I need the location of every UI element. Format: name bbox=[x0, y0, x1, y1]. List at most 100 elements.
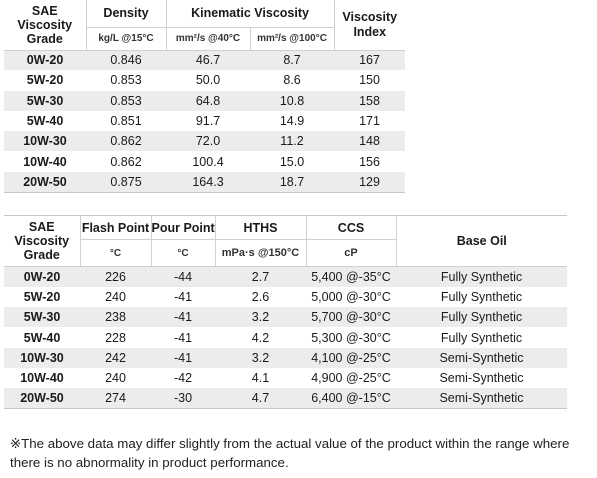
table-row: 10W-30 0.862 72.0 11.2 148 bbox=[4, 131, 406, 152]
cell-hths: 3.2 bbox=[215, 307, 306, 328]
cell-pour: -42 bbox=[151, 367, 215, 389]
cell-base-oil: Fully Synthetic bbox=[396, 307, 567, 328]
cell-kv40: 64.8 bbox=[166, 90, 250, 111]
cell-flash: 242 bbox=[80, 347, 151, 368]
table-row: 5W-20 240 -41 2.6 5,000 @-30°C Fully Syntheti… bbox=[4, 286, 567, 308]
cell-kv100: 14.9 bbox=[250, 110, 335, 132]
cell-pour: -41 bbox=[151, 286, 215, 308]
table-row: 5W-20 0.853 50.0 8.6 150 bbox=[4, 70, 406, 91]
cell-kv40: 72.0 bbox=[166, 131, 250, 152]
cell-kv100: 10.8 bbox=[250, 90, 335, 111]
performance-table-body: 0W-20 226 -44 2.7 5,400 @-35°C Fully Syntheti… bbox=[4, 266, 567, 410]
cell-vi: 129 bbox=[334, 171, 406, 193]
cell-grade: 10W-40 bbox=[4, 151, 86, 172]
cell-flash: 238 bbox=[80, 307, 151, 328]
viscosity-table: SAE Viscosity Grade Density Kinematic Vi… bbox=[4, 0, 406, 193]
header-ccs: CCS bbox=[305, 215, 396, 240]
cell-density: 0.875 bbox=[86, 171, 166, 193]
cell-vi: 167 bbox=[334, 50, 406, 71]
table-row: 10W-40 0.862 100.4 15.0 156 bbox=[4, 151, 406, 172]
cell-base-oil: Semi-Synthetic bbox=[396, 388, 567, 410]
cell-ccs: 5,000 @-30°C bbox=[306, 286, 396, 308]
cell-ccs: 5,700 @-30°C bbox=[306, 307, 396, 328]
cell-hths: 4.7 bbox=[215, 388, 306, 410]
cell-density: 0.853 bbox=[86, 90, 166, 111]
header-viscosity-index: Viscosity Index bbox=[333, 0, 406, 51]
cell-base-oil: Fully Synthetic bbox=[396, 286, 567, 308]
table-row: 0W-20 0.846 46.7 8.7 167 bbox=[4, 50, 406, 71]
cell-grade: 5W-30 bbox=[4, 90, 86, 111]
cell-density: 0.853 bbox=[86, 70, 166, 91]
cell-grade: 10W-30 bbox=[4, 347, 80, 368]
cell-ccs: 4,100 @-25°C bbox=[306, 347, 396, 368]
cell-ccs: 5,400 @-35°C bbox=[306, 266, 396, 287]
cell-hths: 4.2 bbox=[215, 327, 306, 348]
cell-kv100: 11.2 bbox=[250, 131, 335, 152]
cell-kv100: 15.0 bbox=[250, 151, 335, 172]
cell-vi: 171 bbox=[334, 110, 406, 132]
header-base-oil: Base Oil bbox=[395, 215, 567, 267]
header-hths-unit: mPa·s @150°C bbox=[214, 239, 306, 267]
cell-grade: 5W-30 bbox=[4, 307, 80, 328]
table-row: 5W-40 0.851 91.7 14.9 171 bbox=[4, 110, 406, 132]
cell-kv100: 18.7 bbox=[250, 171, 335, 193]
header-kv40-unit: mm²/s @40°C bbox=[165, 27, 250, 51]
cell-flash: 228 bbox=[80, 327, 151, 348]
header-pour-point: Pour Point bbox=[150, 215, 215, 240]
header-grade: SAE Viscosity Grade bbox=[4, 0, 86, 51]
cell-flash: 240 bbox=[80, 367, 151, 389]
cell-grade: 20W-50 bbox=[4, 388, 80, 410]
viscosity-table-body: 0W-20 0.846 46.7 8.7 167 5W-20 0.853 50.0 8.6 15… bbox=[4, 50, 406, 193]
cell-grade: 0W-20 bbox=[4, 266, 80, 287]
table-row: 0W-20 226 -44 2.7 5,400 @-35°C Fully Syntheti… bbox=[4, 266, 567, 287]
table-row: 5W-30 0.853 64.8 10.8 158 bbox=[4, 90, 406, 111]
cell-hths: 2.7 bbox=[215, 266, 306, 287]
cell-kv100: 8.7 bbox=[250, 50, 335, 71]
cell-grade: 5W-40 bbox=[4, 327, 80, 348]
cell-base-oil: Fully Synthetic bbox=[396, 266, 567, 287]
cell-pour: -41 bbox=[151, 347, 215, 368]
header-grade: SAE Viscosity Grade bbox=[4, 215, 80, 267]
header-pour-unit: °C bbox=[150, 239, 215, 267]
cell-vi: 158 bbox=[334, 90, 406, 111]
cell-vi: 148 bbox=[334, 131, 406, 152]
cell-grade: 10W-40 bbox=[4, 367, 80, 389]
table-row: 20W-50 0.875 164.3 18.7 129 bbox=[4, 171, 406, 193]
header-ccs-unit: cP bbox=[305, 239, 396, 267]
cell-flash: 240 bbox=[80, 286, 151, 308]
cell-kv40: 164.3 bbox=[166, 171, 250, 193]
cell-ccs: 6,400 @-15°C bbox=[306, 388, 396, 410]
cell-grade: 5W-40 bbox=[4, 110, 86, 132]
cell-vi: 156 bbox=[334, 151, 406, 172]
cell-density: 0.846 bbox=[86, 50, 166, 71]
cell-grade: 0W-20 bbox=[4, 50, 86, 71]
table-row: 5W-40 228 -41 4.2 5,300 @-30°C Fully Syntheti… bbox=[4, 327, 567, 348]
cell-pour: -30 bbox=[151, 388, 215, 410]
cell-kv40: 46.7 bbox=[166, 50, 250, 71]
cell-grade: 20W-50 bbox=[4, 171, 86, 193]
cell-flash: 274 bbox=[80, 388, 151, 410]
cell-base-oil: Semi-Synthetic bbox=[396, 367, 567, 389]
cell-kv40: 91.7 bbox=[166, 110, 250, 132]
table-row: 10W-40 240 -42 4.1 4,900 @-25°C Semi-Syntheti… bbox=[4, 367, 567, 389]
cell-grade: 10W-30 bbox=[4, 131, 86, 152]
cell-pour: -41 bbox=[151, 307, 215, 328]
table-row: 20W-50 274 -30 4.7 6,400 @-15°C Semi-Syntheti… bbox=[4, 388, 567, 410]
cell-vi: 150 bbox=[334, 70, 406, 91]
cell-kv40: 50.0 bbox=[166, 70, 250, 91]
cell-density: 0.862 bbox=[86, 131, 166, 152]
cell-base-oil: Fully Synthetic bbox=[396, 327, 567, 348]
header-hths: HTHS bbox=[214, 215, 306, 240]
header-flash-unit: °C bbox=[79, 239, 151, 267]
header-kinematic-viscosity: Kinematic Viscosity bbox=[165, 0, 335, 28]
cell-density: 0.862 bbox=[86, 151, 166, 172]
cell-flash: 226 bbox=[80, 266, 151, 287]
header-kv100-unit: mm²/s @100°C bbox=[249, 27, 335, 51]
cell-hths: 4.1 bbox=[215, 367, 306, 389]
cell-hths: 2.6 bbox=[215, 286, 306, 308]
performance-table: SAE Viscosity Grade Flash Point Pour Poi… bbox=[4, 215, 567, 410]
footnote: ※The above data may differ slightly from… bbox=[10, 436, 570, 470]
header-density: Density bbox=[85, 0, 166, 28]
cell-base-oil: Semi-Synthetic bbox=[396, 347, 567, 368]
cell-pour: -44 bbox=[151, 266, 215, 287]
